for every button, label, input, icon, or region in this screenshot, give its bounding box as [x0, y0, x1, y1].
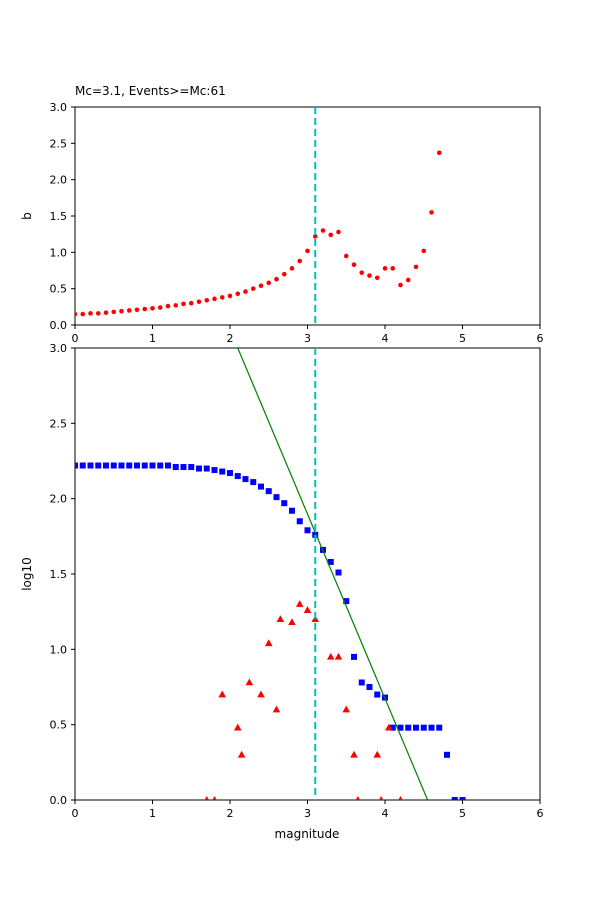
y-tick-label: 0.5	[50, 283, 68, 296]
series-cumulative-event-counts	[75, 462, 466, 800]
x-tick-label: 5	[459, 807, 466, 820]
x-tick-label: 3	[304, 807, 311, 820]
x-tick-label: 3	[304, 332, 311, 345]
y-tick-label: 2.5	[50, 137, 68, 150]
x-axis-ticks: 0 1 2 3 4 5 6	[72, 325, 544, 345]
y-tick-label: 1.0	[50, 246, 68, 259]
x-tick-label: 0	[72, 807, 79, 820]
x-tick-label: 6	[537, 332, 544, 345]
chart-title: Mc=3.1, Events>=Mc:61	[75, 84, 226, 98]
y-tick-label: 0.5	[50, 719, 68, 732]
top-y-axis-label: b	[20, 212, 34, 220]
y-tick-label: 0.0	[50, 794, 68, 807]
axes-frame	[74, 106, 541, 326]
series-per-bin-event-counts	[204, 600, 403, 800]
x-tick-label: 4	[382, 332, 389, 345]
x-tick-label: 2	[227, 807, 234, 820]
x-tick-label: 4	[382, 807, 389, 820]
y-tick-label: 3.0	[50, 101, 68, 114]
y-tick-label: 2.5	[50, 417, 68, 430]
y-axis-ticks: 0.0 0.5 1.0 1.5 2.0 2.5 3.0	[50, 342, 75, 807]
y-tick-label: 1.5	[50, 568, 68, 581]
x-tick-label: 0	[72, 332, 79, 345]
x-axis-ticks: 0 1 2 3 4 5 6	[72, 800, 544, 820]
series-b-value-vs-magnitude	[75, 150, 442, 317]
x-tick-label: 5	[459, 332, 466, 345]
y-tick-label: 2.0	[50, 174, 68, 187]
bottom-subplot: 0 1 2 3 4 5 6 0.0 0.5 1.0 1.5 2.0 2.5 3.0	[50, 342, 544, 820]
bottom-y-axis-label: log10	[20, 557, 34, 591]
top-subplot: 0 1 2 3 4 5 6 0.0 0.5 1.0 1.5 2.0 2.5 3.0	[50, 101, 544, 345]
x-tick-label: 6	[537, 807, 544, 820]
y-tick-label: 1.0	[50, 643, 68, 656]
y-axis-ticks: 0.0 0.5 1.0 1.5 2.0 2.5 3.0	[50, 101, 75, 332]
bottom-x-axis-label: magnitude	[275, 827, 340, 841]
y-tick-label: 3.0	[50, 342, 68, 355]
series-gutenberg-richter-fit-line	[237, 348, 429, 800]
y-tick-label: 2.0	[50, 493, 68, 506]
x-tick-label: 1	[149, 332, 156, 345]
y-tick-label: 0.0	[50, 319, 68, 332]
x-tick-label: 1	[149, 807, 156, 820]
x-tick-label: 2	[227, 332, 234, 345]
y-tick-label: 1.5	[50, 210, 68, 223]
axes-frame	[74, 347, 541, 801]
